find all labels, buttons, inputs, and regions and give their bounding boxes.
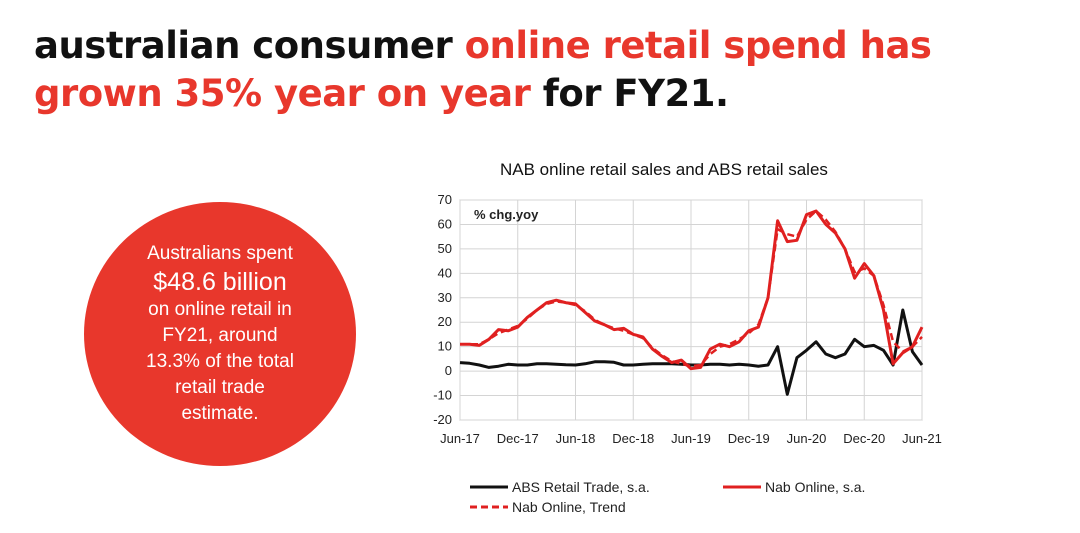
x-tick-label: Dec-18 — [612, 431, 654, 446]
callout-line: estimate. — [181, 403, 259, 424]
callout-line: on online retail in — [148, 299, 292, 320]
x-tick-label: Jun-17 — [440, 431, 480, 446]
y-tick-label: -10 — [433, 388, 452, 403]
chart-annotation: % chg.yoy — [474, 207, 539, 222]
y-tick-label: 60 — [438, 216, 452, 231]
x-tick-label: Jun-18 — [556, 431, 596, 446]
callout-line: FY21, around — [162, 325, 278, 346]
y-tick-label: 40 — [438, 265, 452, 280]
headline-highlight-1: online retail spend has — [464, 24, 932, 67]
y-tick-label: 0 — [445, 363, 452, 378]
callout-line: 13.3% of the total — [146, 351, 294, 372]
headline-text-1: australian consumer — [34, 24, 465, 67]
y-tick-label: 50 — [438, 241, 452, 256]
y-tick-label: 70 — [438, 192, 452, 207]
legend-label: Nab Online, s.a. — [765, 479, 865, 495]
y-tick-label: 30 — [438, 290, 452, 305]
callout-line: Australians spent — [147, 243, 293, 264]
callout-amount: $48.6 billion — [153, 268, 287, 296]
headline-highlight-2: grown 35% year on year — [34, 72, 531, 115]
chart-title: NAB online retail sales and ABS retail s… — [500, 160, 828, 179]
x-tick-label: Jun-19 — [671, 431, 711, 446]
y-tick-label: -20 — [433, 412, 452, 427]
callout-line: retail trade — [175, 377, 265, 398]
x-tick-label: Dec-20 — [843, 431, 885, 446]
y-tick-label: 20 — [438, 314, 452, 329]
y-tick-label: 10 — [438, 339, 452, 354]
legend-label: Nab Online, Trend — [512, 499, 626, 515]
x-tick-label: Dec-17 — [497, 431, 539, 446]
stat-callout-circle: Australians spent $48.6 billion on onlin… — [84, 202, 356, 466]
series-line-nab-trend — [460, 209, 923, 368]
x-tick-label: Dec-19 — [728, 431, 770, 446]
headline: australian consumer online retail spend … — [34, 22, 1064, 118]
series-line-abs — [459, 308, 924, 396]
legend-label: ABS Retail Trade, s.a. — [512, 479, 650, 495]
headline-text-2: for FY21. — [530, 72, 729, 115]
x-tick-label: Jun-21 — [902, 431, 942, 446]
x-tick-label: Jun-20 — [787, 431, 827, 446]
